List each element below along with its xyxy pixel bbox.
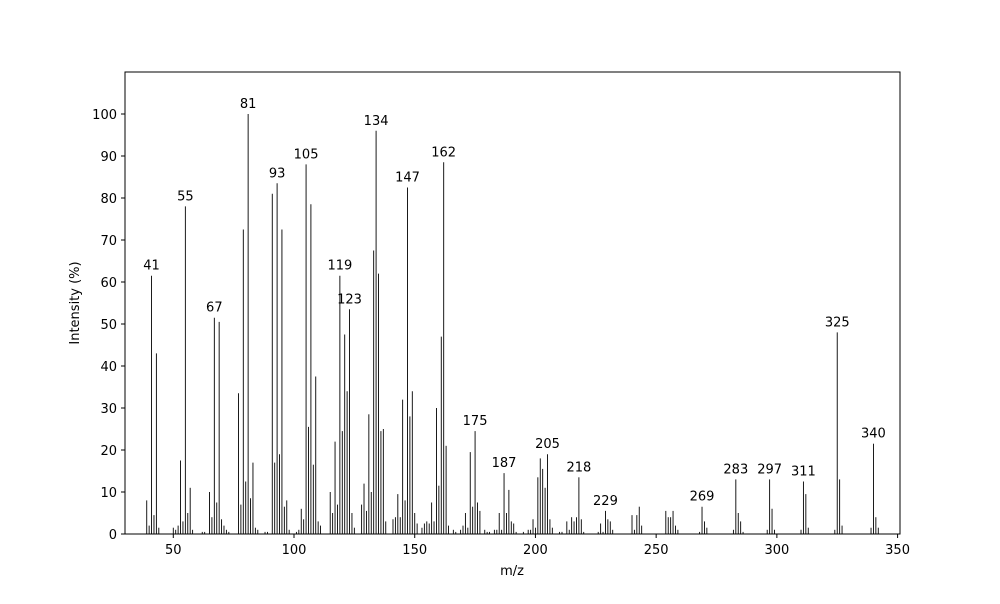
peak-label: 105 — [294, 147, 319, 162]
peak-label: 55 — [177, 189, 194, 204]
peak-label: 41 — [143, 259, 160, 274]
peak-label: 175 — [463, 414, 488, 429]
peak-label: 162 — [431, 145, 456, 160]
y-axis-label: Intensity (%) — [68, 261, 83, 344]
peak-label: 311 — [791, 465, 816, 480]
x-tick-label: 50 — [165, 543, 182, 558]
y-tick-label: 70 — [100, 234, 117, 249]
y-tick-label: 50 — [100, 318, 117, 333]
peak-label: 67 — [206, 301, 223, 316]
peak-label: 218 — [566, 460, 591, 475]
peak-label: 325 — [825, 315, 850, 330]
y-tick-label: 100 — [92, 108, 117, 123]
peak-label: 147 — [395, 171, 420, 186]
peak-label: 81 — [240, 97, 257, 112]
peak-label: 340 — [861, 427, 886, 442]
y-tick-label: 20 — [100, 444, 117, 459]
peak-label: 205 — [535, 437, 560, 452]
y-tick-label: 60 — [100, 276, 117, 291]
y-tick-label: 80 — [100, 192, 117, 207]
x-axis-label: m/z — [500, 564, 524, 579]
plot-frame — [124, 71, 901, 535]
peak-label: 283 — [723, 462, 748, 477]
x-tick-label: 200 — [523, 543, 548, 558]
y-tick-label: 90 — [100, 150, 117, 165]
x-tick-label: 150 — [402, 543, 427, 558]
peak-label: 119 — [327, 259, 352, 274]
y-tick-label: 10 — [100, 486, 117, 501]
x-tick-label: 250 — [644, 543, 669, 558]
peak-label: 134 — [364, 114, 389, 129]
x-tick-label: 350 — [885, 543, 910, 558]
y-tick-label: 40 — [100, 360, 117, 375]
x-tick-label: 300 — [764, 543, 789, 558]
peak-label: 123 — [337, 292, 362, 307]
peak-label: 269 — [690, 490, 715, 505]
peak-label: 297 — [757, 462, 782, 477]
peak-label: 187 — [492, 456, 517, 471]
peak-label: 229 — [593, 494, 618, 509]
y-tick-label: 0 — [109, 528, 117, 543]
x-tick-label: 100 — [282, 543, 307, 558]
y-tick-label: 30 — [100, 402, 117, 417]
peak-label: 93 — [269, 166, 286, 181]
